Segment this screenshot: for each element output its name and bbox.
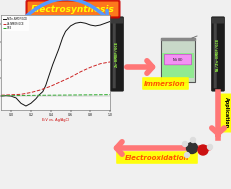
FancyBboxPatch shape bbox=[10, 20, 13, 88]
FancyBboxPatch shape bbox=[110, 18, 122, 23]
Ni/Zn-NMOF/GCE bbox=[44, 84, 47, 86]
Ni/Zn-NMOF/GCE bbox=[61, 36, 64, 39]
Text: Electrosynthesis: Electrosynthesis bbox=[31, 5, 114, 13]
Bar bbox=[160, 38, 194, 40]
Circle shape bbox=[190, 138, 195, 143]
GCE bbox=[89, 94, 91, 96]
Zn-NMOF/GCE bbox=[49, 85, 52, 87]
Zn-NMOF/GCE bbox=[59, 81, 62, 83]
GCE bbox=[59, 94, 62, 96]
Ni/Zn-NMOF/GCE bbox=[103, 22, 106, 24]
GCE bbox=[98, 94, 101, 96]
FancyBboxPatch shape bbox=[142, 77, 188, 90]
Ni/Zn-NMOF/GCE bbox=[51, 64, 54, 66]
Ni/Zn-NMOF/GCE bbox=[57, 48, 60, 50]
Ni/Zn-NMOF/GCE bbox=[24, 105, 27, 107]
FancyBboxPatch shape bbox=[160, 38, 194, 82]
Text: Zn-NMOF/GCE: Zn-NMOF/GCE bbox=[115, 41, 119, 67]
FancyBboxPatch shape bbox=[161, 53, 193, 78]
GCE bbox=[49, 94, 52, 96]
Zn-NMOF/GCE bbox=[98, 63, 101, 65]
Ni/Zn-NMOF/GCE bbox=[0, 95, 3, 97]
Ni/Zn-NMOF/GCE bbox=[47, 75, 50, 77]
FancyBboxPatch shape bbox=[48, 47, 86, 87]
GCE bbox=[39, 94, 42, 96]
Circle shape bbox=[182, 142, 187, 146]
FancyBboxPatch shape bbox=[164, 54, 191, 65]
Circle shape bbox=[197, 145, 207, 155]
Zn-NMOF/GCE bbox=[39, 89, 42, 91]
FancyBboxPatch shape bbox=[26, 1, 119, 18]
Text: Ni/Zn-NMOF/GCE: Ni/Zn-NMOF/GCE bbox=[215, 37, 219, 71]
Text: Zn (II) sol.: Zn (II) sol. bbox=[58, 65, 76, 69]
Circle shape bbox=[207, 145, 212, 149]
FancyBboxPatch shape bbox=[8, 18, 20, 23]
Ni/Zn-NMOF/GCE bbox=[34, 98, 37, 100]
FancyBboxPatch shape bbox=[213, 20, 216, 88]
FancyBboxPatch shape bbox=[110, 17, 123, 91]
Zn-NMOF/GCE bbox=[108, 61, 111, 63]
GCE bbox=[19, 94, 22, 97]
Ni/Zn-NMOF/GCE bbox=[79, 21, 82, 23]
FancyBboxPatch shape bbox=[116, 151, 197, 164]
Ni/Zn-NMOF/GCE bbox=[64, 30, 67, 33]
Text: Application: Application bbox=[222, 98, 228, 129]
Ni/Zn-NMOF/GCE bbox=[15, 97, 17, 99]
Ni/Zn-NMOF/GCE bbox=[108, 20, 111, 22]
Line: Zn-NMOF/GCE: Zn-NMOF/GCE bbox=[1, 62, 110, 95]
Ni/Zn-NMOF/GCE bbox=[74, 22, 76, 24]
Circle shape bbox=[184, 153, 189, 157]
Ni/Zn-NMOF/GCE bbox=[98, 24, 101, 26]
Zn-NMOF/GCE bbox=[0, 94, 3, 96]
Text: GCE: GCE bbox=[12, 50, 16, 58]
Zn-NMOF/GCE bbox=[89, 66, 91, 68]
FancyArrowPatch shape bbox=[22, 0, 107, 20]
GCE bbox=[29, 94, 32, 97]
GCE bbox=[0, 94, 3, 97]
FancyBboxPatch shape bbox=[211, 18, 223, 23]
FancyBboxPatch shape bbox=[219, 94, 231, 132]
Ni/Zn-NMOF/GCE bbox=[89, 24, 91, 26]
Legend: Ni/Zn-NMOF/GCE, Zn-NMOF/GCE, GCE: Ni/Zn-NMOF/GCE, Zn-NMOF/GCE, GCE bbox=[2, 16, 29, 31]
Zn-NMOF/GCE bbox=[79, 71, 82, 73]
GCE bbox=[79, 94, 82, 96]
Ni/Zn-NMOF/GCE bbox=[69, 25, 72, 27]
Text: Electrooxidation: Electrooxidation bbox=[124, 155, 188, 161]
Text: Ni (II): Ni (II) bbox=[173, 58, 182, 62]
FancyBboxPatch shape bbox=[52, 62, 82, 71]
Bar bbox=[48, 47, 86, 49]
Ni/Zn-NMOF/GCE bbox=[37, 94, 40, 96]
Line: Ni/Zn-NMOF/GCE: Ni/Zn-NMOF/GCE bbox=[1, 21, 110, 106]
Ni/Zn-NMOF/GCE bbox=[94, 25, 96, 27]
Zn-NMOF/GCE bbox=[69, 76, 72, 78]
Ni/Zn-NMOF/GCE bbox=[84, 22, 86, 24]
GCE bbox=[108, 94, 111, 96]
Text: Immersion: Immersion bbox=[143, 81, 185, 87]
X-axis label: E/V vs. Ag/AgCl: E/V vs. Ag/AgCl bbox=[42, 119, 69, 122]
Circle shape bbox=[186, 143, 197, 153]
FancyBboxPatch shape bbox=[112, 20, 115, 88]
FancyBboxPatch shape bbox=[7, 17, 21, 91]
Ni/Zn-NMOF/GCE bbox=[10, 95, 12, 97]
GCE bbox=[10, 94, 12, 97]
Zn-NMOF/GCE bbox=[19, 93, 22, 95]
Ni/Zn-NMOF/GCE bbox=[41, 91, 44, 93]
Zn-NMOF/GCE bbox=[29, 91, 32, 94]
GCE bbox=[69, 94, 72, 96]
FancyBboxPatch shape bbox=[49, 61, 85, 83]
Ni/Zn-NMOF/GCE bbox=[5, 94, 7, 97]
Zn-NMOF/GCE bbox=[10, 94, 12, 96]
Ni/Zn-NMOF/GCE bbox=[29, 102, 32, 105]
Ni/Zn-NMOF/GCE bbox=[19, 102, 22, 105]
Line: GCE: GCE bbox=[1, 95, 110, 96]
FancyBboxPatch shape bbox=[210, 17, 224, 91]
